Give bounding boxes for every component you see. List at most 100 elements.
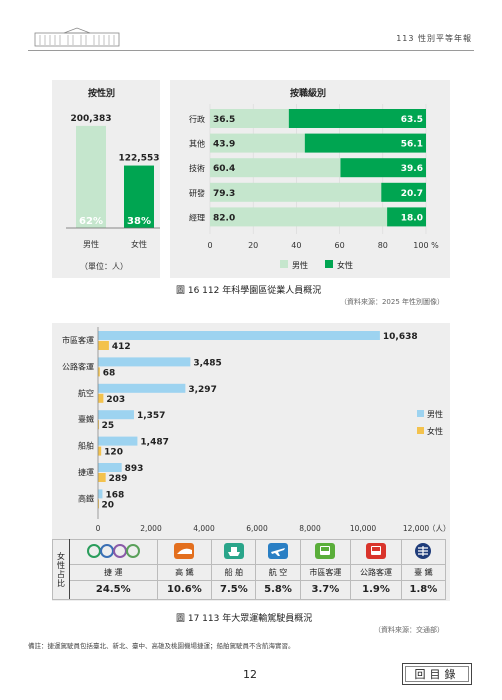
rank-category-label: 其他 [189,139,205,149]
transport-female-bar [98,341,109,350]
transport-x-tick-label: 0 [96,524,101,533]
transport-male-value-label: 10,638 [383,332,418,342]
transport-x-unit-label: （人） [428,524,450,533]
fig17-caption: 圖 17 113 年大眾運輸駕駛員概況 [176,614,313,624]
transport-category-label: 高鐵 [78,493,94,503]
transport-male-bar [98,463,122,472]
fig16-unit-label: （單位：人） [80,262,128,271]
transport-category-label: 臺鐵 [78,414,94,424]
transport-female-bar [98,367,100,377]
rank-x-tick-label: 0 [207,241,212,250]
table-pct-air: 5.8% [255,579,301,601]
table-pct-ship: 7.5% [211,579,257,601]
fig17-transport-chart: 10,638 412 市區客運 3,485 68 公路客運 3,297 203 航空 1,357 2… [62,327,450,533]
transport-legend-female-swatch [417,427,424,434]
transport-male-value-label: 168 [105,490,124,500]
transport-legend-male-label: 男性 [427,409,443,419]
transport-male-bar [98,357,191,367]
rank-male-value-label: 36.5 [213,115,235,125]
transport-category-label: 公路客運 [62,361,94,371]
transport-female-bar [98,473,106,482]
fig16-gender-chart: 200,383 62% 男性 122,553 38% 女性 [66,114,160,249]
rank-male-value-label: 79.3 [213,189,235,199]
gender-category-label: 男性 [83,239,99,249]
rank-x-tick-label: 80 [378,241,388,250]
transport-x-tick-label: 8,000 [299,524,321,533]
rank-category-label: 研發 [189,189,205,198]
rank-male-bar [210,207,388,227]
rank-x-tick-label: 100 % [413,241,439,250]
rank-x-tick-label: 20 [248,241,258,250]
transport-category-label: 市區客運 [62,335,94,345]
transport-x-tick-label: 4,000 [193,524,215,533]
footnote: 備註：捷運駕駛員包括臺北、新北、臺中、高雄及桃園機場捷運；船舶駕駛員不含航海實習… [28,642,295,650]
fig16-rank-chart: 0 20 40 60 80 100 % 行政 36.5 63.5 其他 43.9 56.1 技術 60.4… [189,104,439,270]
table-label-mrt: 捷 運 [69,564,158,581]
table-pct-mrt: 24.5% [69,579,158,601]
transport-legend-male-swatch [417,410,424,417]
rank-male-bar [210,133,305,153]
rank-female-bar [288,109,426,128]
rank-male-value-label: 43.9 [213,140,235,150]
city-bus-icon [299,538,352,566]
transport-male-value-label: 3,485 [193,358,221,368]
table-label-hsr: 高 鐵 [156,564,213,581]
transport-female-value-label: 68 [103,368,116,378]
table-label-city-bus: 市區客運 [299,564,352,581]
table-label-air: 航 空 [255,564,301,581]
transport-x-tick-label: 12,000 [403,524,429,533]
back-to-index-button[interactable]: 回目錄 [402,663,472,685]
rank-legend-female-swatch [325,260,333,268]
transport-female-value-label: 203 [106,395,125,405]
table-pct-highway-bus: 1.9% [350,579,402,601]
transport-female-bar [98,393,104,403]
female-share-row-header: 女性占比 [52,539,70,600]
gender-value-label: 200,383 [71,114,112,124]
gender-percent-label: 38% [127,216,151,227]
transport-male-bar [98,410,134,420]
rank-female-value-label: 56.1 [401,140,423,150]
transport-male-bar [98,331,380,340]
rank-female-value-label: 18.0 [401,213,423,223]
female-share-table: 女性占比 捷 運 高 鐵 船 [52,538,447,601]
gender-percent-label: 62% [79,216,103,227]
rank-female-value-label: 39.6 [401,164,423,174]
fig16-source: （資料來源：2025 年性別圖像） [339,298,444,306]
transport-male-value-label: 1,487 [140,438,168,448]
fig16-right-title: 按職級別 [290,89,327,99]
rank-legend-male-swatch [280,260,288,268]
rank-female-bar [304,133,426,153]
rank-male-bar [210,182,382,202]
rank-male-value-label: 60.4 [213,164,235,174]
transport-category-label: 航空 [78,388,94,398]
rank-category-label: 經理 [189,212,205,222]
gender-category-label: 女性 [131,239,147,249]
hsr-icon [156,538,213,566]
transport-male-value-label: 893 [125,464,144,474]
gender-bar [76,125,106,228]
rank-x-tick-label: 60 [335,241,345,250]
transport-female-value-label: 20 [102,500,115,510]
table-pct-tra: 1.8% [400,579,447,601]
rank-female-value-label: 63.5 [401,115,423,125]
transport-female-value-label: 412 [112,342,131,352]
rank-x-tick-label: 40 [291,241,301,250]
rank-category-label: 技術 [189,163,205,173]
table-pct-city-bus: 3.7% [299,579,352,601]
rank-female-bar [381,182,426,202]
transport-female-value-label: 120 [104,448,123,458]
rank-female-bar [387,207,426,227]
transport-male-bar [98,436,138,446]
transport-female-bar [98,420,99,430]
page-number: 12 [243,668,257,681]
transport-category-label: 捷運 [78,467,94,477]
table-pct-hsr: 10.6% [156,579,213,601]
transport-x-tick-label: 10,000 [350,524,376,533]
transport-female-bar [98,446,102,456]
header-title: 113 性別平等年報 [396,34,472,43]
rank-female-value-label: 20.7 [401,189,423,199]
rank-category-label: 行政 [189,114,205,124]
transport-male-bar [98,489,103,499]
transport-female-bar [98,499,99,509]
table-label-highway-bus: 公路客運 [350,564,402,581]
